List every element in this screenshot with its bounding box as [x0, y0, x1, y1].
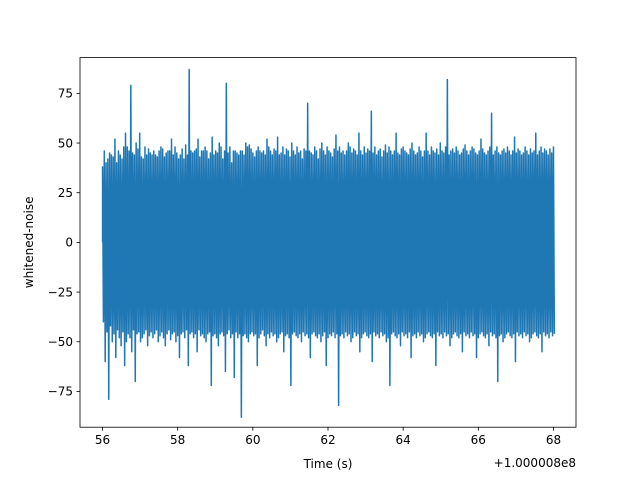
x-tick-label: 60	[245, 433, 260, 447]
y-tick-label: 25	[58, 186, 73, 200]
y-tick-label: 75	[58, 87, 73, 101]
y-tick-label: −75	[48, 385, 73, 399]
y-axis-label: whitened-noise	[22, 197, 36, 289]
x-tick-label: 68	[546, 433, 561, 447]
x-axis-label: Time (s)	[303, 457, 353, 471]
x-tick-label: 62	[320, 433, 335, 447]
y-tick-label: −25	[48, 285, 73, 299]
x-tick-label: 64	[396, 433, 411, 447]
x-tick-label: 58	[170, 433, 185, 447]
y-tick-label: 50	[58, 136, 73, 150]
y-tick-label: −50	[48, 335, 73, 349]
x-tick-label: 66	[471, 433, 486, 447]
y-tick-label: 0	[65, 236, 73, 250]
x-offset-label: +1.000008e8	[494, 456, 576, 470]
x-tick-label: 56	[95, 433, 110, 447]
